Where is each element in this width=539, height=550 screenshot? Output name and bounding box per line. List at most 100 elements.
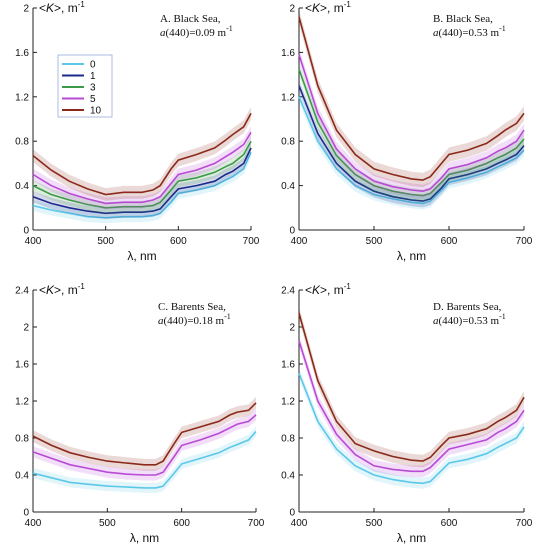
absorption-symbol: a	[160, 27, 166, 39]
y-axis-label: <K>, m-1	[305, 0, 351, 15]
absorption-value: (440)=0.53 m	[439, 27, 500, 39]
panel-absorption-label: a(440)=0.53 m-1	[433, 24, 506, 39]
y-tick-label: 0.8	[281, 434, 295, 445]
panel-absorption-label: a(440)=0.09 m-1	[160, 24, 233, 39]
absorption-exponent: -1	[499, 24, 506, 33]
y-tick-label: 0	[289, 508, 295, 519]
series-line-1	[32, 147, 252, 215]
absorption-value: (440)=0.18 m	[164, 315, 225, 327]
legend-label: 1	[90, 71, 96, 82]
legend-label: 10	[90, 106, 102, 117]
y-tick-label: 1.2	[15, 92, 29, 103]
y-axis-label-prefix: <	[39, 283, 46, 297]
y-axis-label-prefix: <	[305, 283, 312, 297]
series-line-5	[32, 414, 257, 476]
y-tick-label: 1.6	[15, 48, 29, 59]
y-axis-label-exponent: -1	[344, 282, 352, 291]
y-tick-label: 2	[289, 4, 295, 15]
legend-label: 0	[90, 60, 96, 71]
y-axis-label-symbol: K	[312, 1, 321, 15]
y-tick-label: 0	[23, 226, 29, 237]
series-line-10	[32, 402, 257, 466]
y-tick-label: 2	[23, 4, 29, 15]
y-axis-label-symbol: K	[312, 283, 321, 297]
series-line-3	[32, 140, 252, 209]
y-tick-label: 1.6	[281, 360, 295, 371]
absorption-exponent: -1	[224, 312, 231, 321]
series-line-10	[32, 113, 252, 196]
y-tick-label: 0.4	[15, 471, 29, 482]
series-line-5	[32, 131, 252, 205]
series-line-5	[298, 340, 525, 473]
y-tick-label: 2.4	[281, 286, 295, 297]
series-band-10	[33, 107, 251, 201]
series-line-5	[298, 54, 525, 193]
series-band-1	[33, 142, 251, 219]
series-line-0	[298, 96, 525, 205]
absorption-exponent: -1	[499, 312, 506, 321]
series-band-10	[33, 397, 256, 471]
x-tick-label: 700	[243, 236, 260, 247]
panel-title: A. Black Sea,	[160, 13, 221, 25]
series-line-3	[298, 68, 525, 197]
x-tick-label: 400	[25, 518, 42, 529]
x-tick-label: 400	[291, 518, 308, 529]
y-tick-label: 0.4	[281, 471, 295, 482]
series-band-0	[33, 146, 251, 224]
y-axis-label-exponent: -1	[344, 0, 352, 9]
y-axis-label-suffix: >, m	[320, 1, 344, 15]
y-axis-label-prefix: <	[305, 1, 312, 15]
series-band-0	[33, 426, 256, 493]
series-line-10	[298, 312, 525, 462]
y-tick-label: 0	[289, 226, 295, 237]
x-tick-label: 700	[516, 236, 533, 247]
y-axis-label: <K>, m-1	[39, 282, 85, 297]
series-band-5	[299, 335, 524, 478]
x-axis-label: λ, nm	[127, 249, 156, 263]
series-line-0	[32, 430, 257, 489]
y-axis-label-exponent: -1	[78, 0, 86, 9]
y-tick-label: 0.8	[15, 137, 29, 148]
y-tick-label: 0.4	[281, 181, 295, 192]
y-tick-label: 1.2	[15, 397, 29, 408]
x-tick-label: 700	[516, 518, 533, 529]
x-tick-label: 500	[366, 518, 383, 529]
legend-label: 3	[90, 83, 96, 94]
series-band-5	[33, 126, 251, 210]
series-band-5	[299, 48, 524, 198]
x-axis-label: λ, nm	[130, 531, 159, 545]
x-tick-label: 600	[173, 518, 190, 529]
y-tick-label: 1.6	[15, 360, 29, 371]
y-tick-label: 2	[23, 323, 29, 334]
panel-title: D. Barents Sea,	[433, 301, 502, 313]
y-axis-label-suffix: >, m	[54, 1, 78, 15]
legend-label: 5	[90, 94, 96, 105]
y-axis-label-suffix: >, m	[320, 283, 344, 297]
series-line-1	[298, 85, 525, 202]
absorption-symbol: a	[433, 27, 439, 39]
y-axis-label-exponent: -1	[78, 282, 86, 291]
chart-panel-3: 0 0.4 0.8 1.2 1.6 2 2.4 400 500 600 700 λ, nm <K>, m…	[281, 282, 533, 545]
x-tick-label: 600	[441, 236, 458, 247]
x-tick-label: 600	[170, 236, 187, 247]
y-tick-label: 0	[23, 508, 29, 519]
y-axis-label: <K>, m-1	[39, 0, 85, 15]
x-tick-label: 500	[366, 236, 383, 247]
series-band-0	[299, 90, 524, 210]
series-line-10	[298, 16, 525, 181]
y-tick-label: 0.8	[281, 137, 295, 148]
y-tick-label: 2	[289, 323, 295, 334]
panel-absorption-label: a(440)=0.18 m-1	[158, 312, 231, 327]
x-tick-label: 400	[25, 236, 42, 247]
y-tick-label: 2.4	[15, 286, 29, 297]
x-tick-label: 500	[99, 518, 116, 529]
absorption-symbol: a	[158, 315, 164, 327]
absorption-value: (440)=0.53 m	[439, 315, 500, 327]
x-tick-label: 500	[97, 236, 114, 247]
x-tick-label: 600	[441, 518, 458, 529]
x-axis-label: λ, nm	[397, 249, 426, 263]
absorption-exponent: -1	[226, 24, 233, 33]
